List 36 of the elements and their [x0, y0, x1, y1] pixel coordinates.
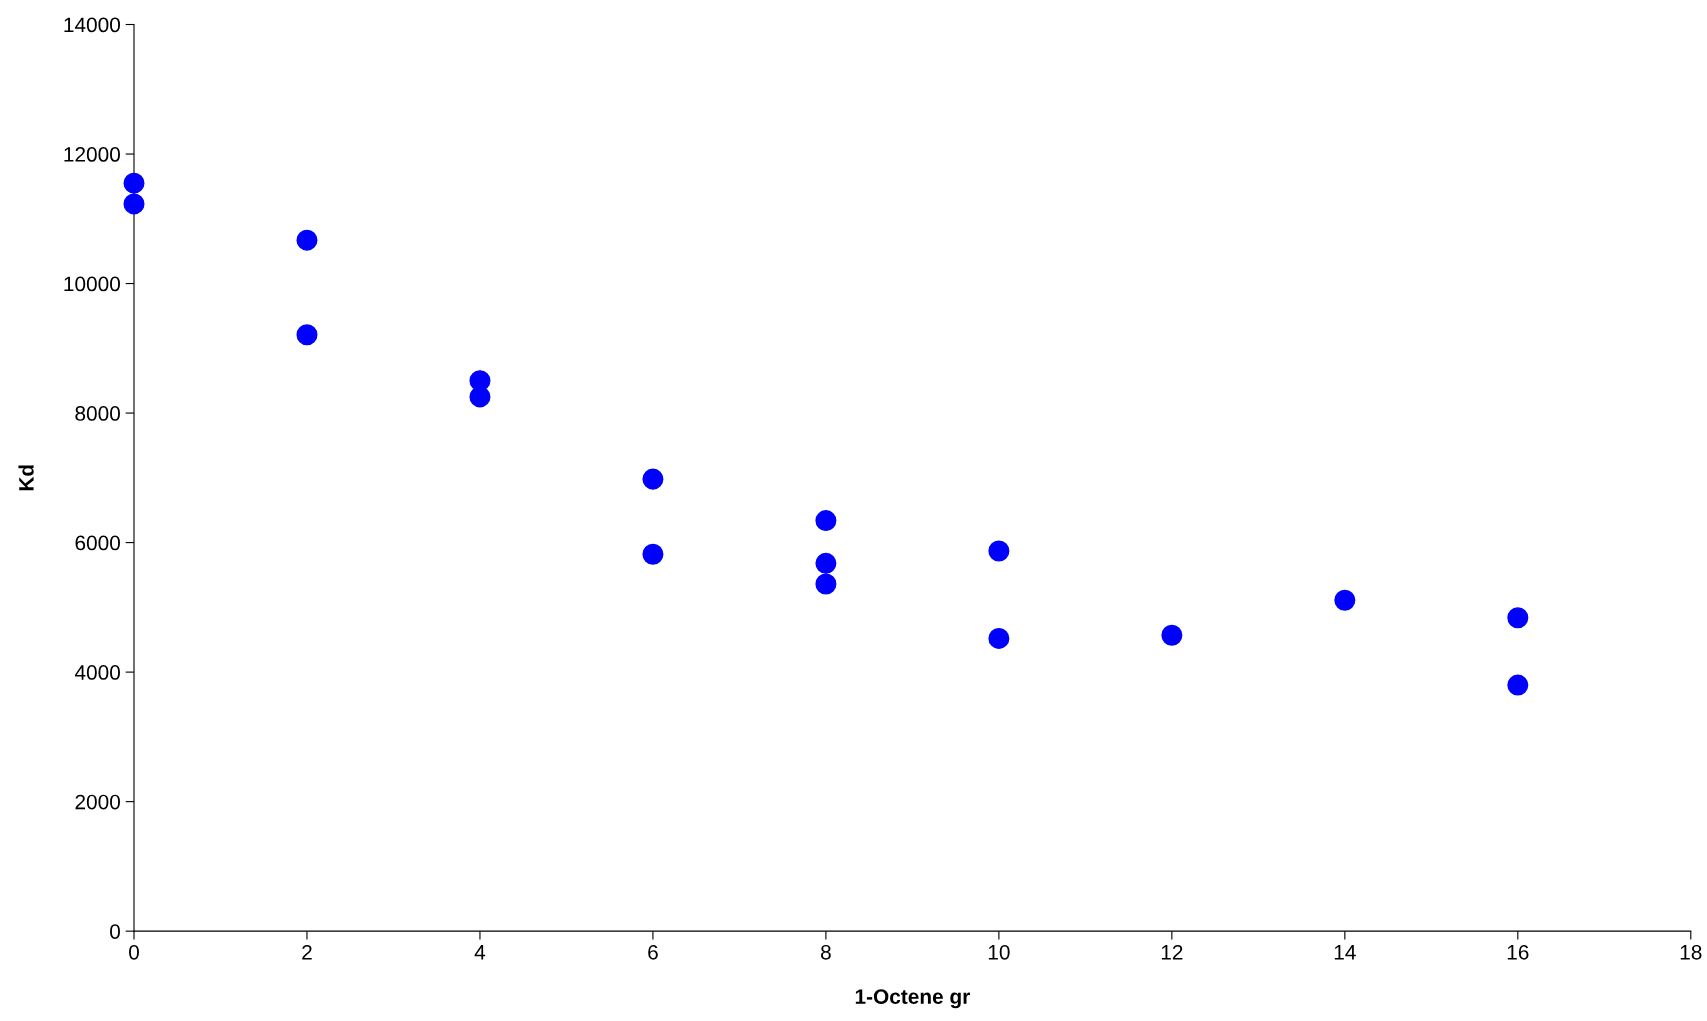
point [296, 324, 318, 346]
y-tick-label: 10000 [64, 276, 120, 292]
point [1334, 589, 1356, 611]
point [988, 540, 1010, 562]
y-tick-label: 8000 [75, 406, 120, 421]
y-axis-title: Kd [18, 465, 34, 491]
x-tick-label: 12 [1161, 944, 1183, 960]
y-tick-label: 12000 [64, 147, 120, 162]
x-axis-title: 1-Octene gr [855, 989, 970, 1009]
x-tick-label: 2 [302, 944, 312, 960]
x-tick-label: 4 [474, 945, 486, 960]
y-tick-label: 6000 [75, 535, 120, 551]
point [1161, 624, 1183, 646]
point [642, 543, 664, 565]
y-tick-label: 4000 [74, 665, 120, 680]
point [123, 172, 145, 194]
point [815, 552, 837, 574]
y-tick-label: 14000 [64, 17, 120, 33]
point [469, 386, 491, 408]
point [1507, 674, 1529, 696]
y-tick-label: 2000 [75, 794, 120, 810]
x-tick-label: 18 [1680, 944, 1702, 960]
point [296, 229, 318, 251]
x-tick-label: 14 [1334, 945, 1356, 960]
point [815, 510, 837, 532]
point [1507, 607, 1529, 629]
point [815, 573, 837, 595]
point [988, 627, 1010, 649]
point [642, 468, 664, 490]
x-tick-label: 0 [129, 944, 139, 960]
point [123, 193, 145, 215]
x-tick-label: 8 [821, 944, 831, 960]
x-tick-label: 16 [1507, 944, 1529, 960]
x-tick-label: 10 [988, 944, 1010, 960]
y-tick-label: 0 [110, 924, 120, 939]
x-tick-label: 6 [648, 944, 658, 960]
